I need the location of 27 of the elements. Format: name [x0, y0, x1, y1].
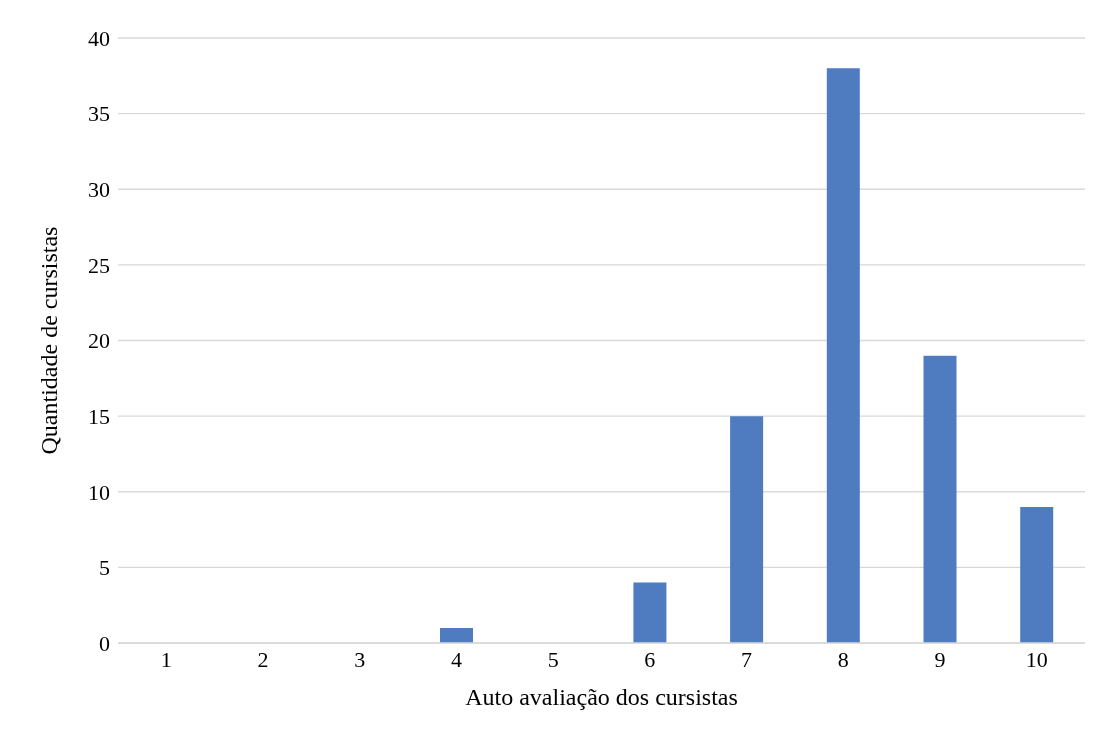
x-tick-label: 6: [644, 646, 656, 672]
y-tick-label: 25: [88, 252, 110, 278]
x-tick-label: 2: [257, 646, 269, 672]
y-axis-title: Quantidade de cursistas: [35, 226, 62, 455]
x-tick-label: 9: [934, 646, 946, 672]
bar: [730, 416, 764, 643]
y-tick-label: 0: [99, 630, 110, 656]
x-tick-label: 5: [547, 646, 559, 672]
bar: [1020, 506, 1054, 643]
y-tick-label: 15: [88, 403, 110, 429]
x-tick-label: 8: [837, 646, 849, 672]
x-axis-title: Auto avaliação dos cursistas: [465, 684, 738, 710]
x-tick-label: 3: [354, 646, 366, 672]
y-tick-label: 40: [88, 25, 110, 51]
bar: [923, 355, 957, 643]
bar: [826, 68, 860, 643]
y-tick-label: 30: [88, 177, 110, 203]
y-tick-label: 5: [99, 555, 110, 581]
x-tick-label: 4: [450, 646, 462, 672]
bar: [633, 582, 667, 643]
x-tick-label: 1: [160, 646, 172, 672]
x-tick-label: 10: [1025, 646, 1048, 672]
y-tick-label: 35: [88, 101, 110, 127]
y-tick-label: 10: [88, 479, 110, 505]
y-tick-label: 20: [88, 328, 110, 354]
bar: [440, 627, 474, 643]
x-tick-label: 7: [741, 646, 753, 672]
